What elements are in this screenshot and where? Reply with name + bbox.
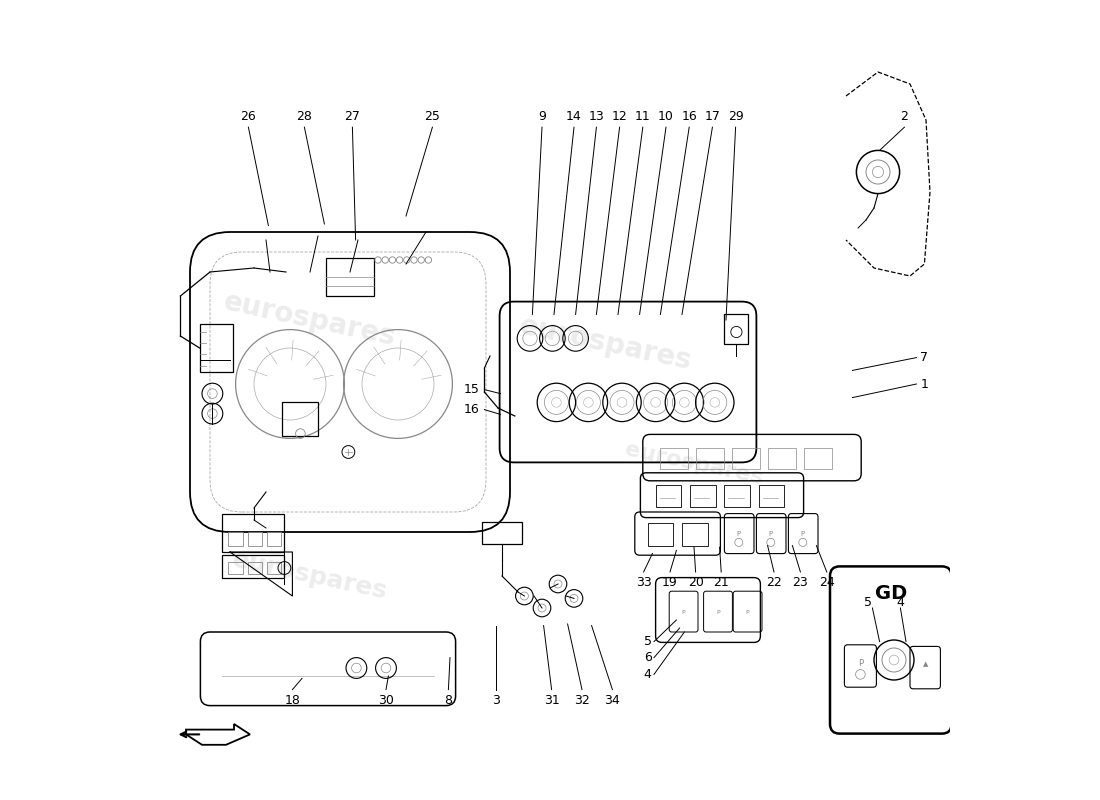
Text: 16: 16 [464, 403, 480, 416]
Bar [660, 448, 689, 469]
Bar [248, 532, 262, 546]
Bar [682, 523, 707, 546]
Text: 34: 34 [605, 694, 620, 706]
Text: 15: 15 [464, 383, 480, 396]
Text: eurospares: eurospares [230, 548, 389, 604]
Text: 14: 14 [566, 110, 582, 122]
Text: 27: 27 [344, 110, 361, 122]
Text: 33: 33 [636, 576, 651, 589]
Text: eurospares: eurospares [517, 312, 695, 376]
Text: ▲: ▲ [923, 661, 928, 667]
Bar [482, 522, 522, 544]
Bar [282, 402, 318, 436]
Bar [648, 523, 673, 546]
Text: 5: 5 [644, 635, 651, 648]
Text: 3: 3 [493, 694, 500, 706]
Text: P: P [716, 610, 719, 614]
Bar [199, 324, 233, 372]
Text: eurospares: eurospares [623, 439, 764, 489]
Text: 7: 7 [921, 351, 928, 364]
Text: GD: GD [874, 584, 906, 603]
Bar [732, 448, 760, 469]
Bar [222, 555, 285, 578]
Bar [229, 532, 243, 546]
Text: P: P [682, 610, 685, 614]
Text: 13: 13 [588, 110, 604, 122]
Bar [326, 258, 374, 296]
Text: 31: 31 [543, 694, 560, 706]
Bar [267, 562, 282, 574]
Text: P: P [858, 659, 864, 669]
Text: 19: 19 [662, 576, 678, 589]
Bar [759, 485, 784, 507]
Bar [222, 514, 285, 552]
Text: 10: 10 [658, 110, 674, 122]
Text: 22: 22 [766, 576, 782, 589]
Bar [267, 532, 282, 546]
Text: 26: 26 [241, 110, 256, 122]
Text: 6: 6 [644, 651, 651, 664]
Text: 23: 23 [792, 576, 808, 589]
Text: 8: 8 [444, 694, 452, 706]
Text: 16: 16 [681, 110, 697, 122]
Text: 17: 17 [704, 110, 720, 122]
Text: 25: 25 [425, 110, 440, 122]
Text: 24: 24 [818, 576, 835, 589]
Text: 11: 11 [635, 110, 651, 122]
Text: 32: 32 [574, 694, 590, 706]
Text: P: P [801, 530, 805, 537]
Bar [229, 562, 243, 574]
Bar [804, 448, 833, 469]
Text: 2: 2 [901, 110, 909, 122]
Text: 4: 4 [644, 668, 651, 681]
Text: 5: 5 [864, 596, 871, 609]
Text: P: P [746, 610, 749, 614]
Bar [768, 448, 796, 469]
Text: 30: 30 [378, 694, 394, 706]
Text: 28: 28 [297, 110, 312, 122]
Text: 20: 20 [688, 576, 704, 589]
Bar [695, 448, 725, 469]
Bar [725, 485, 750, 507]
Text: 21: 21 [713, 576, 729, 589]
Text: 29: 29 [728, 110, 744, 122]
Bar [690, 485, 716, 507]
Text: 12: 12 [612, 110, 627, 122]
Bar [656, 485, 681, 507]
Text: 4: 4 [896, 596, 904, 609]
Bar [248, 562, 262, 574]
Text: eurospares: eurospares [221, 288, 399, 352]
Text: 18: 18 [285, 694, 300, 706]
Text: P: P [769, 530, 773, 537]
Text: 1: 1 [921, 378, 928, 390]
Text: 9: 9 [538, 110, 546, 122]
Text: P: P [737, 530, 741, 537]
Bar [725, 314, 748, 344]
